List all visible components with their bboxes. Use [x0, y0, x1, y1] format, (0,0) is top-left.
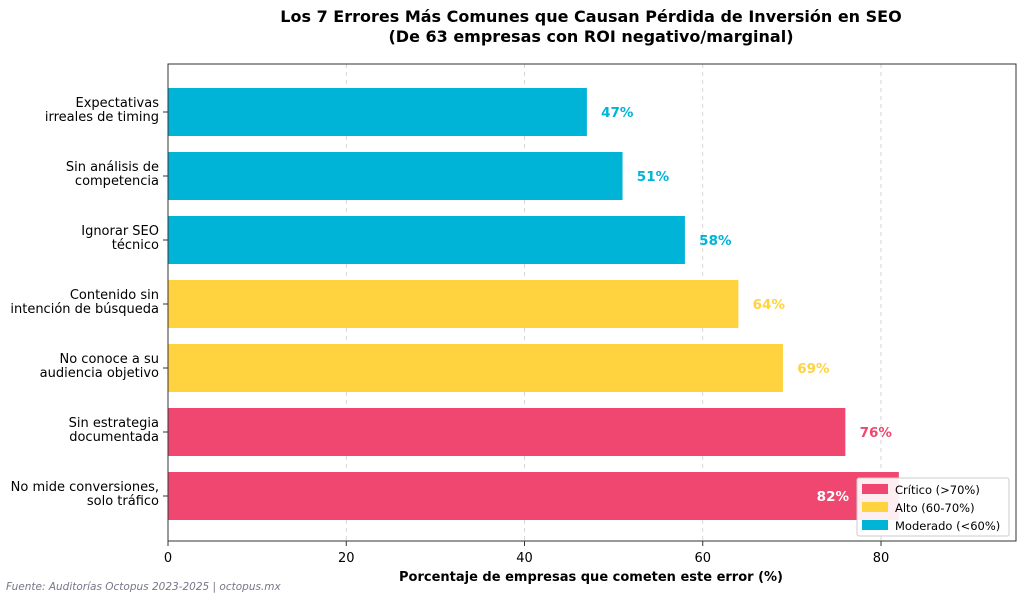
y-tick-label: documentada	[69, 430, 159, 445]
legend-box	[856, 477, 1010, 537]
x-tick-label: 0	[164, 551, 172, 566]
bar-value-label: 82%	[817, 489, 850, 505]
y-tick-label: No mide conversiones,	[11, 480, 159, 495]
bar-value-label: 69%	[797, 361, 830, 377]
bar	[168, 344, 783, 392]
x-tick-label: 80	[873, 551, 890, 566]
y-tick-label: Sin análisis de	[66, 160, 159, 175]
y-tick-label: No conoce a su	[60, 352, 160, 367]
x-tick-label: 20	[338, 551, 355, 566]
plot-frame	[167, 63, 1017, 542]
legend-label: Crítico (>70%)	[895, 483, 980, 497]
y-tick-label: Sin estrategia	[69, 416, 159, 431]
x-axis-label: Porcentaje de empresas que cometen este …	[399, 570, 783, 585]
bar-value-label: 51%	[637, 169, 670, 185]
bar	[168, 216, 685, 264]
bar	[168, 152, 623, 200]
bar	[168, 408, 846, 456]
legend-swatch	[862, 520, 888, 530]
bar	[168, 472, 899, 520]
y-tick-label: solo tráfico	[87, 494, 159, 509]
bar-value-label: 47%	[601, 105, 634, 121]
bar	[168, 280, 739, 328]
legend-label: Moderado (<60%)	[895, 519, 1000, 533]
bar	[168, 88, 587, 136]
y-tick-label: intención de búsqueda	[10, 302, 159, 317]
y-tick-label: irreales de timing	[45, 110, 159, 125]
bar-value-label: 58%	[699, 233, 732, 249]
legend-swatch	[862, 484, 888, 494]
legend: Crítico (>70%) Alto (60-70%) Moderado (<60…	[856, 477, 1010, 537]
legend-label: Alto (60-70%)	[895, 501, 975, 515]
x-tick-label: 40	[516, 551, 533, 566]
chart-title: Los 7 Errores Más Comunes que Causan Pér…	[280, 7, 901, 26]
y-tick-label: Ignorar SEO	[81, 224, 159, 239]
source-note: Fuente: Auditorías Octopus 2023-2025 | o…	[6, 581, 282, 593]
chart-subtitle: (De 63 empresas con ROI negativo/margina…	[388, 27, 793, 46]
y-tick-label: audiencia objetivo	[40, 366, 159, 381]
y-tick-label: competencia	[75, 174, 159, 189]
bar-value-label: 76%	[860, 425, 893, 441]
legend-swatch	[862, 502, 888, 512]
x-tick-label: 60	[694, 551, 711, 566]
bar-value-label: 64%	[753, 297, 786, 313]
y-tick-label: técnico	[112, 238, 159, 253]
y-tick-label: Expectativas	[75, 96, 159, 111]
y-tick-label: Contenido sin	[70, 288, 159, 303]
